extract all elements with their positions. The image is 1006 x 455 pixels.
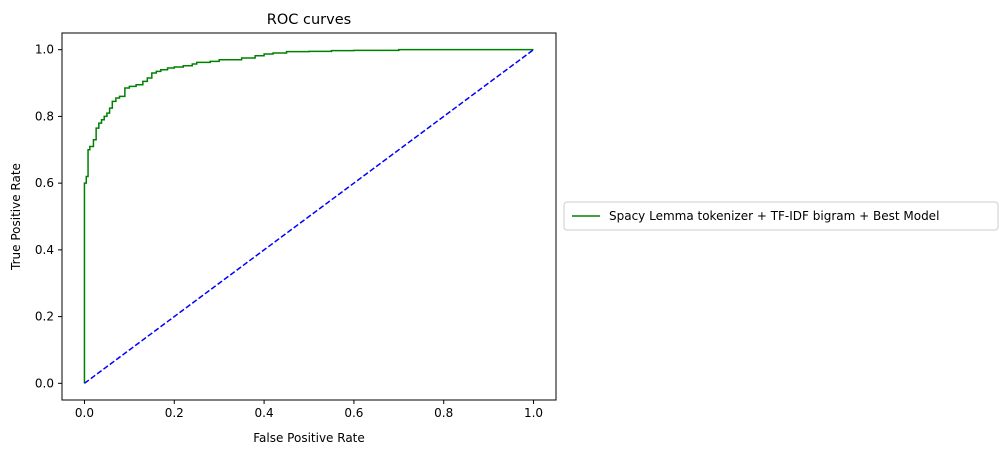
x-tick-label: 0.0 (75, 406, 94, 420)
roc-curve-line (83, 48, 534, 384)
series-layer (83, 48, 534, 384)
legend-label: Spacy Lemma tokenizer + TF-IDF bigram + … (609, 209, 939, 223)
x-axis: 0.0 0.2 0.4 0.6 0.8 1.0 (75, 400, 543, 420)
y-tick-label: 0.6 (35, 176, 54, 190)
chart-title: ROC curves (267, 12, 351, 28)
x-axis-title: False Positive Rate (253, 431, 365, 445)
x-tick-label: 1.0 (524, 406, 543, 420)
y-tick-label: 0.4 (35, 243, 54, 257)
chance-line (84, 49, 534, 384)
y-axis-title: True Positive Rate (9, 163, 23, 271)
y-tick-label: 1.0 (35, 43, 54, 57)
x-tick-label: 0.2 (165, 406, 184, 420)
plot-frame (61, 32, 557, 401)
legend-box (563, 201, 999, 231)
y-axis: 0.0 0.2 0.4 0.6 0.8 1.0 (35, 43, 62, 390)
legend: Spacy Lemma tokenizer + TF-IDF bigram + … (563, 201, 999, 231)
x-tick-label: 0.6 (344, 406, 363, 420)
y-tick-label: 0.0 (35, 376, 54, 390)
x-tick-label: 0.8 (434, 406, 453, 420)
x-tick-label: 0.4 (255, 406, 274, 420)
y-tick-label: 0.2 (35, 310, 54, 324)
y-tick-label: 0.8 (35, 109, 54, 123)
